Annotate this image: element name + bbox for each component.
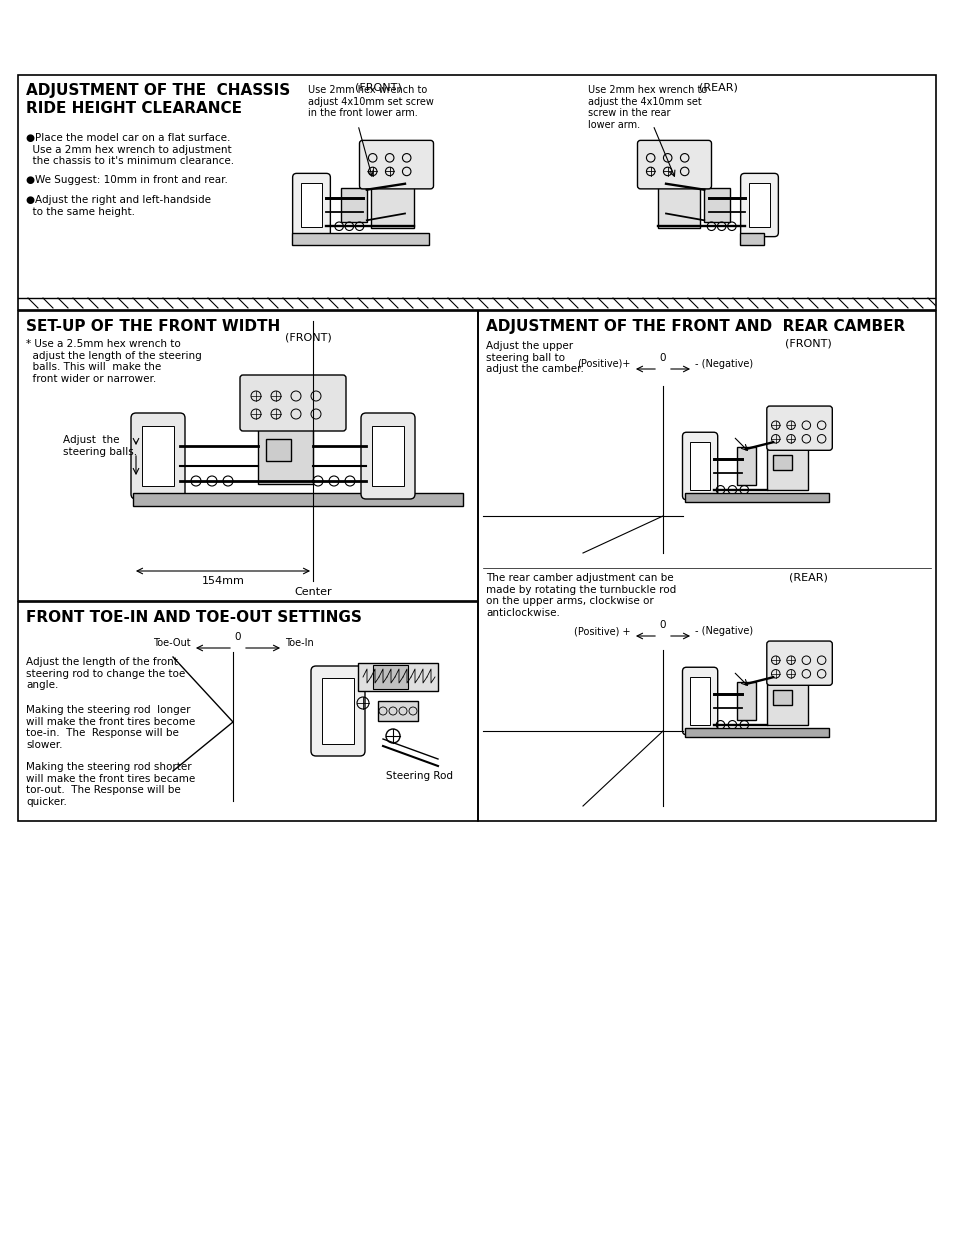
Bar	[357, 663, 437, 692]
Bar	[772, 690, 791, 705]
Bar	[257, 429, 313, 484]
Text: (FRONT): (FRONT)	[355, 83, 401, 93]
Bar	[657, 182, 700, 228]
Bar	[132, 493, 462, 506]
FancyBboxPatch shape	[637, 141, 711, 189]
Text: (FRONT): (FRONT)	[783, 338, 830, 350]
Text: ●Adjust the right and left-handside
  to the same height.: ●Adjust the right and left-handside to t…	[26, 195, 211, 216]
Text: FRONT TOE-IN AND TOE-OUT SETTINGS: FRONT TOE-IN AND TOE-OUT SETTINGS	[26, 610, 361, 625]
Text: (REAR): (REAR)	[788, 573, 826, 583]
Bar	[689, 677, 710, 725]
Bar	[322, 678, 354, 743]
Bar	[142, 426, 173, 487]
Text: Steering Rod: Steering Rod	[386, 771, 453, 781]
Bar	[766, 677, 807, 725]
Bar	[772, 454, 791, 471]
Text: Adjust the upper
steering ball to
adjust the camber.: Adjust the upper steering ball to adjust…	[485, 341, 583, 374]
FancyBboxPatch shape	[360, 412, 415, 499]
Bar	[371, 182, 413, 228]
Bar	[373, 664, 408, 689]
Text: Adjust  the
steering balls.: Adjust the steering balls.	[63, 435, 137, 457]
Text: ●Place the model car on a flat surface.
  Use a 2mm hex wrench to adjustment
  t: ●Place the model car on a flat surface. …	[26, 133, 233, 167]
FancyBboxPatch shape	[740, 173, 778, 237]
Bar	[266, 438, 291, 461]
Text: The rear camber adjustment can be
made by rotating the turnbuckle rod
on the upp: The rear camber adjustment can be made b…	[485, 573, 676, 618]
Text: Toe-Out: Toe-Out	[153, 638, 191, 648]
Bar	[689, 442, 710, 490]
FancyBboxPatch shape	[766, 406, 831, 451]
FancyBboxPatch shape	[766, 641, 831, 685]
Text: 154mm: 154mm	[201, 576, 244, 585]
Text: Adjust the length of the front
steering rod to change the toe
angle.: Adjust the length of the front steering …	[26, 657, 185, 690]
Bar	[703, 188, 729, 222]
Text: Use 2mm hex wrench to
adjust 4x10mm set screw
in the front lower arm.: Use 2mm hex wrench to adjust 4x10mm set …	[308, 85, 434, 119]
Bar	[377, 701, 417, 721]
Text: Center: Center	[294, 587, 332, 597]
Text: ADJUSTMENT OF THE FRONT AND  REAR CAMBER: ADJUSTMENT OF THE FRONT AND REAR CAMBER	[485, 319, 904, 333]
Text: 0: 0	[659, 353, 665, 363]
Bar	[292, 233, 428, 246]
FancyBboxPatch shape	[293, 173, 330, 237]
Bar	[684, 493, 828, 501]
Text: * Use a 2.5mm hex wrench to
  adjust the length of the steering
  balls. This wi: * Use a 2.5mm hex wrench to adjust the l…	[26, 338, 201, 384]
Text: (REAR): (REAR)	[698, 83, 737, 93]
Text: 0: 0	[659, 620, 665, 630]
Text: - (Negative): - (Negative)	[695, 359, 752, 369]
Text: - (Negative): - (Negative)	[695, 626, 752, 636]
FancyBboxPatch shape	[311, 666, 365, 756]
FancyBboxPatch shape	[681, 432, 717, 500]
Bar	[684, 729, 828, 737]
Text: Making the steering rod shorter
will make the front tires became
tor-out.  The R: Making the steering rod shorter will mak…	[26, 762, 195, 806]
Text: (FRONT): (FRONT)	[284, 333, 331, 343]
Text: (Positive)+: (Positive)+	[577, 359, 630, 369]
FancyBboxPatch shape	[240, 375, 346, 431]
Bar	[300, 183, 322, 227]
Text: ADJUSTMENT OF THE  CHASSIS: ADJUSTMENT OF THE CHASSIS	[26, 83, 290, 98]
FancyBboxPatch shape	[131, 412, 185, 499]
Text: RIDE HEIGHT CLEARANCE: RIDE HEIGHT CLEARANCE	[26, 101, 242, 116]
Text: 0: 0	[234, 632, 241, 642]
Text: (Positive) +: (Positive) +	[574, 626, 630, 636]
Text: Use 2mm hex wrench to
adjust the 4x10mm set
screw in the rear
lower arm.: Use 2mm hex wrench to adjust the 4x10mm …	[587, 85, 706, 130]
Text: SET-UP: SET-UP	[436, 47, 517, 67]
Bar	[737, 447, 756, 484]
Bar	[748, 183, 770, 227]
Text: Toe-In: Toe-In	[285, 638, 314, 648]
Text: SET-UP OF THE FRONT WIDTH: SET-UP OF THE FRONT WIDTH	[26, 319, 280, 333]
FancyBboxPatch shape	[681, 667, 717, 735]
Bar	[737, 682, 756, 720]
Bar	[372, 426, 403, 487]
Bar	[766, 442, 807, 490]
Bar	[739, 233, 763, 246]
Text: Making the steering rod  longer
will make the front tires become
toe-in.  The  R: Making the steering rod longer will make…	[26, 705, 195, 750]
Text: ●We Suggest: 10mm in front and rear.: ●We Suggest: 10mm in front and rear.	[26, 175, 228, 185]
Bar	[341, 188, 366, 222]
FancyBboxPatch shape	[359, 141, 433, 189]
